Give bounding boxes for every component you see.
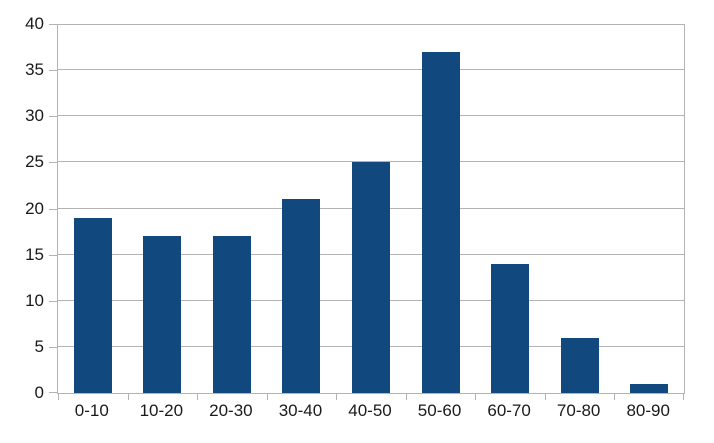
y-axis-tick-label: 15 [25, 244, 44, 264]
gridline-y-25 [58, 161, 684, 163]
bar-0-10 [74, 218, 112, 393]
y-axis-tick-label: 25 [25, 152, 44, 172]
y-axis-tick [49, 162, 58, 164]
x-axis-tick [475, 393, 476, 400]
x-axis-category-label: 20-30 [209, 401, 253, 420]
y-axis-tick [49, 346, 58, 348]
x-axis-category-label: 60-70 [487, 401, 531, 420]
y-axis-tick [49, 254, 58, 256]
x-axis-category-label: 80-90 [626, 401, 670, 420]
y-axis-tick [49, 24, 58, 25]
bar-50-60 [422, 52, 460, 393]
x-axis-tick [545, 393, 546, 400]
x-axis-category-label: 30-40 [278, 401, 323, 420]
y-axis-tick [49, 300, 58, 302]
x-axis-tick [267, 393, 268, 400]
y-axis-tick [49, 70, 58, 72]
gridline-y-30 [58, 115, 684, 117]
x-axis-tick [336, 393, 337, 400]
y-axis-tick-label: 10 [25, 290, 44, 310]
x-axis-category-label: 70-80 [556, 401, 601, 420]
y-axis-tick-label: 30 [25, 106, 44, 126]
gridline-y-35 [58, 69, 684, 71]
x-axis-tick [197, 393, 198, 400]
bar-30-40 [282, 199, 320, 393]
y-axis-tick [49, 392, 58, 393]
y-axis-tick-label: 20 [25, 198, 44, 218]
y-axis-tick-label: 5 [34, 336, 44, 356]
x-axis-category-label: 50-60 [417, 401, 462, 420]
x-axis-category-label: 40-50 [348, 401, 392, 420]
bar-70-80 [561, 338, 599, 393]
x-axis-tick [128, 393, 129, 400]
gridline-y-40 [58, 24, 684, 25]
y-axis-tick [49, 208, 58, 210]
x-axis-tick [614, 393, 615, 400]
x-axis-tick [58, 393, 59, 400]
x-axis-category-label: 10-20 [139, 401, 184, 420]
bar-10-20 [143, 236, 181, 393]
x-axis-tick [406, 393, 407, 400]
bar-60-70 [491, 264, 529, 393]
x-axis-category-label: 0-10 [74, 401, 109, 420]
x-axis-tick [683, 393, 684, 400]
bar-20-30 [213, 236, 251, 393]
y-axis-tick-label: 40 [25, 14, 44, 33]
plot-area [49, 24, 685, 400]
bar-80-90 [630, 384, 668, 393]
bar-40-50 [352, 162, 390, 393]
y-axis-tick-label: 35 [25, 60, 44, 80]
y-axis-tick-label: 0 [34, 383, 44, 402]
y-axis-tick [49, 116, 58, 118]
